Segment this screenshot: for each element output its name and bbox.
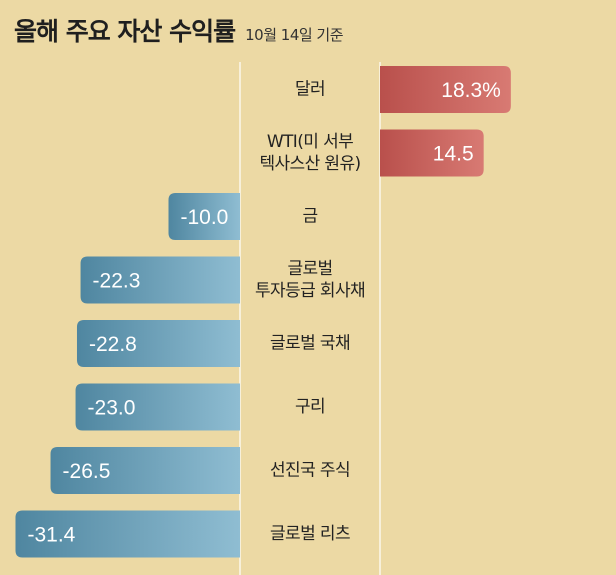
bar-negative xyxy=(168,193,240,240)
category-label: 투자등급 회사채 xyxy=(255,281,365,301)
category-label: WTI(미 서부 xyxy=(267,132,353,152)
bar-value-label: -31.4 xyxy=(27,524,75,547)
category-label: 선진국 주식 xyxy=(270,461,350,481)
category-label: 글로벌 국채 xyxy=(270,334,350,354)
category-label: 달러 xyxy=(295,80,325,100)
chart-title: 올해 주요 자산 수익률 xyxy=(14,17,236,46)
bar-negative xyxy=(80,256,241,304)
bar-row: -10.0 금 xyxy=(168,193,318,240)
bar-positive xyxy=(380,66,511,113)
chart-subtitle: 10월 14일 기준 xyxy=(245,26,344,44)
title-block: 올해 주요 자산 수익률 10월 14일 기준 xyxy=(14,12,344,52)
bar-row: -22.8 글로벌 국채 xyxy=(76,320,351,367)
bar-negative xyxy=(15,510,240,558)
bar-row: -26.5 선진국 주식 xyxy=(50,447,351,494)
bar-value-label: -10.0 xyxy=(181,206,229,229)
category-label: 텍사스산 원유) xyxy=(259,154,360,174)
bar-value-label: -22.3 xyxy=(93,270,141,293)
bar-value-label: 14.5 xyxy=(433,143,474,166)
bar-row: -23.0 구리 xyxy=(75,383,326,431)
category-label: 구리 xyxy=(295,397,325,417)
bar-row: -31.4 글로벌 리츠 xyxy=(15,510,351,558)
bar-positive xyxy=(380,129,484,177)
bar-negative xyxy=(76,320,240,367)
category-label: 글로벌 xyxy=(287,259,332,279)
category-label: 금 xyxy=(302,207,317,227)
bar-value-label: -22.8 xyxy=(89,333,137,356)
bar-value-label: -26.5 xyxy=(63,460,111,483)
bar-value-label: 18.3% xyxy=(441,79,501,102)
category-label: 글로벌 리츠 xyxy=(270,524,350,544)
bar-negative xyxy=(50,447,241,494)
bar-negative xyxy=(75,383,240,431)
bar-row: 18.3% 달러 xyxy=(295,66,511,113)
bar-value-label: -23.0 xyxy=(88,397,136,420)
